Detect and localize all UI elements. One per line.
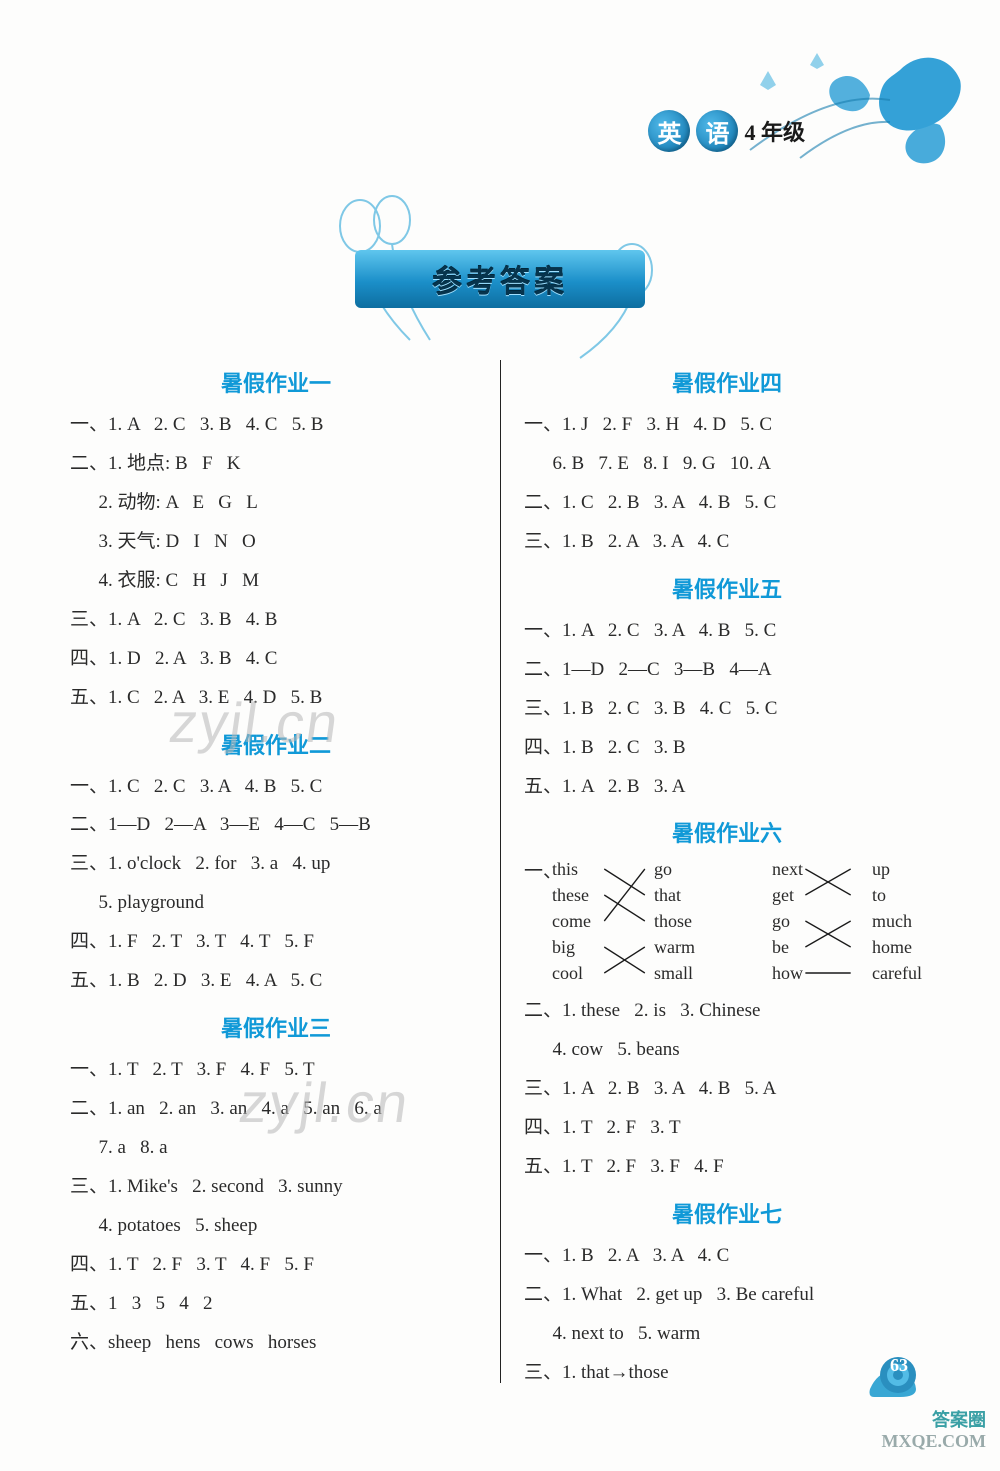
section-title: 暑假作业一 [70,366,482,398]
matching-word: get [772,882,832,908]
matching-word: home [872,934,952,960]
section-title: 暑假作业五 [524,572,930,604]
answer-line: 二、1. 地点: B F K [70,445,482,484]
page-title: 参考答案 [432,257,568,301]
matching-word: how [772,960,832,986]
answer-line: 5. playground [70,884,482,923]
matching-word: come [552,908,622,934]
answer-line: 二、1—D 2—A 3—E 4—C 5—B [70,806,482,845]
brand-watermark: 答案圈 MXQE.COM [882,1410,986,1453]
section-title: 暑假作业六 [524,816,930,848]
matching-word: warm [654,934,724,960]
answer-line: 4. potatoes 5. sheep [70,1207,482,1246]
matching-word: go [654,856,724,882]
answer-line: 五、1. T 2. F 3. F 4. F [524,1148,930,1187]
answer-line: 一、1. A 2. C 3. B 4. C 5. B [70,406,482,445]
matching-word: these [552,882,622,908]
answer-line: 五、1. C 2. A 3. E 4. D 5. B [70,679,482,718]
left-column: 暑假作业一一、1. A 2. C 3. B 4. C 5. B二、1. 地点: … [70,356,500,1393]
matching-word: up [872,856,952,882]
section-title: 暑假作业七 [524,1197,930,1229]
right-column: 暑假作业四一、1. J 2. F 3. H 4. D 5. C 6. B 7. … [500,356,930,1393]
subject-badge: 英 语 4 年级 [648,110,805,152]
answer-line: 六、sheep hens cows horses [70,1324,482,1363]
subject-char-1: 英 [648,110,690,152]
column-divider [500,360,501,1383]
brand-top: 答案圈 [882,1410,986,1432]
content: 暑假作业一一、1. A 2. C 3. B 4. C 5. B二、1. 地点: … [70,356,930,1393]
answer-line: 一、1. J 2. F 3. H 4. D 5. C [524,406,930,445]
answer-line: 二、1—D 2—C 3—B 4—A [524,651,930,690]
answer-line: 五、1 3 5 4 2 [70,1285,482,1324]
answer-line: 3. 天气: D I N O [70,523,482,562]
matching-word: cool [552,960,622,986]
matching-word: that [654,882,724,908]
answer-line: 7. a 8. a [70,1129,482,1168]
answer-line: 一、1. T 2. T 3. F 4. F 5. T [70,1051,482,1090]
right-column-top: 暑假作业四一、1. J 2. F 3. H 4. D 5. C 6. B 7. … [524,366,930,848]
matching-word: to [872,882,952,908]
answer-line: 二、1. an 2. an 3. an 4. a 5. an 6. a [70,1090,482,1129]
brand-bottom: MXQE.COM [882,1431,986,1453]
matching-word: be [772,934,832,960]
matching-word: careful [872,960,952,986]
page-number-badge: 63 [860,1341,930,1401]
page: 英 语 4 年级 参考答案 暑假作业一一、1. A 2. C 3. B 4. C… [0,0,1000,1471]
matching-word: small [654,960,724,986]
answer-line: 三、1. Mike's 2. second 3. sunny [70,1168,482,1207]
answer-line: 二、1. these 2. is 3. Chinese [524,992,930,1031]
matching-word: much [872,908,952,934]
answer-line: 三、1. o'clock 2. for 3. a 4. up [70,845,482,884]
answer-line: 四、1. F 2. T 3. T 4. T 5. F [70,923,482,962]
answer-line: 2. 动物: A E G L [70,484,482,523]
page-number: 63 [890,1355,908,1376]
matching-col-3: nextgetgobehow [772,856,832,986]
answer-line: 五、1. A 2. B 3. A [524,768,930,807]
answer-line: 四、1. D 2. A 3. B 4. C [70,640,482,679]
answer-line: 一、1. A 2. C 3. A 4. B 5. C [524,612,930,651]
answer-line: 4. 衣服: C H J M [70,562,482,601]
matching-word: big [552,934,622,960]
matching-word: those [654,908,724,934]
matching-col-2: gothatthosewarmsmall [654,856,724,986]
answer-line: 一、1. B 2. A 3. A 4. C [524,1237,930,1276]
answer-line: 三、1. B 2. C 3. B 4. C 5. C [524,690,930,729]
matching-word: next [772,856,832,882]
section-title: 暑假作业四 [524,366,930,398]
answer-line: 三、1. B 2. A 3. A 4. C [524,523,930,562]
answer-line: 三、1. A 2. C 3. B 4. B [70,601,482,640]
section-title: 暑假作业三 [70,1011,482,1043]
answer-line: 二、1. C 2. B 3. A 4. B 5. C [524,484,930,523]
answer-line: 四、1. T 2. F 3. T 4. F 5. F [70,1246,482,1285]
answer-line: 四、1. T 2. F 3. T [524,1109,930,1148]
answer-line: 五、1. B 2. D 3. E 4. A 5. C [70,962,482,1001]
answer-line: 四、1. B 2. C 3. B [524,729,930,768]
section-title: 暑假作业二 [70,728,482,760]
right-column-bottom: 二、1. these 2. is 3. Chinese 4. cow 5. be… [524,992,930,1392]
title-banner: 参考答案 [355,250,645,326]
subject-char-2: 语 [696,110,738,152]
matching-col-1: thisthesecomebigcool [552,856,622,986]
matching-exercise: 一、 thisthesecomebigcool gothatthosewarms… [524,856,930,986]
answer-line: 三、1. A 2. B 3. A 4. B 5. A [524,1070,930,1109]
answer-line: 二、1. What 2. get up 3. Be careful [524,1276,930,1315]
matching-word: go [772,908,832,934]
grade-text: 4 年级 [744,115,805,147]
answer-line: 一、1. C 2. C 3. A 4. B 5. C [70,768,482,807]
matching-word: this [552,856,622,882]
matching-col-4: uptomuchhomecareful [872,856,952,986]
answer-line: 6. B 7. E 8. I 9. G 10. A [524,445,930,484]
answer-line: 4. cow 5. beans [524,1031,930,1070]
